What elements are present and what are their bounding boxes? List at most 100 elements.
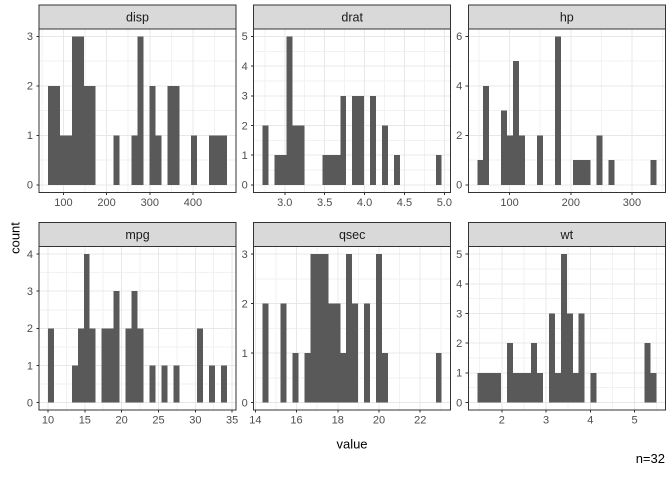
- histogram-bar: [149, 365, 156, 403]
- x-tick-label: 4.0: [357, 197, 372, 209]
- y-tick-label: 5: [242, 31, 248, 43]
- x-tick-label: 2: [499, 415, 505, 427]
- histogram-bar: [83, 85, 90, 185]
- histogram-bar: [310, 254, 317, 403]
- facet-disp: 100 200 300 400 0 1 2 3 disp: [27, 4, 237, 209]
- histogram-bar: [149, 85, 156, 185]
- y-tick-label: 2: [27, 81, 33, 93]
- y-tick-label: 3: [27, 286, 33, 298]
- facet-strip: [253, 4, 452, 30]
- histogram-bar: [572, 372, 579, 403]
- histogram-bar: [376, 254, 383, 403]
- histogram-bar: [584, 160, 591, 185]
- histogram-bar: [316, 254, 323, 403]
- y-tick-label: 0: [27, 397, 33, 409]
- x-tick-label: 4.5: [397, 197, 412, 209]
- histogram-bar: [221, 365, 228, 403]
- histogram-bar: [292, 353, 299, 403]
- histogram-bar: [370, 95, 377, 185]
- y-tick-label: 1: [242, 348, 248, 360]
- histogram-bar: [161, 365, 168, 403]
- histogram-bar: [53, 85, 60, 185]
- histogram-bar: [191, 135, 198, 185]
- x-tick-label: 3.0: [277, 197, 292, 209]
- y-tick-label: 2: [27, 323, 33, 335]
- x-axis-title: value: [336, 436, 368, 452]
- x-tick-label: 300: [623, 197, 641, 209]
- histogram-bar: [125, 328, 132, 403]
- histogram-bar: [155, 135, 162, 185]
- histogram-bar: [322, 155, 329, 185]
- histogram-bar: [131, 135, 138, 185]
- y-tick-label: 1: [27, 130, 33, 142]
- histogram-bar: [89, 328, 96, 403]
- histogram-bar: [507, 135, 514, 185]
- histogram-bar: [596, 135, 603, 185]
- histogram-bar: [292, 125, 299, 185]
- histogram-bar: [477, 160, 484, 185]
- histogram-bar: [107, 328, 114, 403]
- histogram-bar: [513, 372, 520, 403]
- x-tick-label: 22: [414, 415, 426, 427]
- histogram-bar: [262, 125, 269, 185]
- histogram-bar: [525, 372, 531, 403]
- histogram-bar: [554, 372, 561, 403]
- histogram-bar: [483, 372, 490, 403]
- y-tick-label: 0: [242, 180, 248, 192]
- histogram-bar: [352, 303, 359, 403]
- histogram-bar: [435, 353, 442, 403]
- histogram-bar: [113, 135, 120, 185]
- histogram-bar: [530, 343, 537, 403]
- histogram-bar: [221, 135, 228, 185]
- histogram-bar: [137, 328, 144, 403]
- y-tick-label: 0: [456, 397, 462, 409]
- facet-hp: 100 200 300 0 2 4 6 hp: [456, 4, 666, 209]
- histogram-bar: [507, 343, 514, 403]
- x-tick-label: 200: [97, 197, 115, 209]
- histogram-bar: [536, 135, 543, 185]
- x-tick-label: 35: [226, 415, 238, 427]
- histogram-bar: [77, 36, 84, 185]
- x-tick-label: 200: [562, 197, 580, 209]
- facet-strip: [38, 222, 237, 248]
- histogram-bar: [334, 303, 341, 403]
- histogram-bar: [322, 254, 329, 403]
- y-tick-label: 2: [242, 120, 248, 132]
- y-tick-label: 4: [242, 61, 248, 73]
- facet-strip-label: qsec: [339, 228, 365, 242]
- histogram-bar: [340, 95, 347, 185]
- histogram-bar: [47, 328, 54, 403]
- histogram-bar: [578, 160, 585, 185]
- histogram-bar: [352, 95, 359, 185]
- histogram-bar: [280, 155, 287, 185]
- x-tick-label: 18: [332, 415, 344, 427]
- histogram-bar: [644, 343, 651, 403]
- histogram-bar: [650, 160, 657, 185]
- facet-strip: [467, 4, 666, 30]
- histogram-bar: [346, 254, 353, 403]
- histogram-bar: [340, 353, 347, 403]
- y-tick-label: 4: [27, 249, 33, 261]
- facet-strip-label: hp: [560, 10, 574, 24]
- y-tick-label: 0: [456, 180, 462, 192]
- histogram-bar: [489, 372, 496, 403]
- y-tick-label: 2: [456, 130, 462, 142]
- histogram-bar: [113, 291, 120, 403]
- histogram-bar: [304, 353, 311, 403]
- histogram-bar: [536, 372, 543, 403]
- histogram-bar: [209, 365, 216, 403]
- x-tick-label: 4: [587, 415, 593, 427]
- y-tick-label: 1: [27, 360, 33, 372]
- histogram-bar: [495, 372, 502, 403]
- histogram-bar: [650, 372, 657, 403]
- x-tick-label: 30: [189, 415, 201, 427]
- histogram-bar: [519, 135, 526, 185]
- histogram-bar: [328, 155, 335, 185]
- histogram-bar: [393, 155, 400, 185]
- histogram-bar: [608, 160, 615, 185]
- histogram-bar: [358, 95, 365, 185]
- facet-mpg: 10 15 20 25 30 35 0 1 2 3 4 mpg: [27, 222, 238, 427]
- facet-qsec: 14 16 18 20 22 0 1 2 3 qsec: [242, 222, 452, 427]
- histogram-bar: [71, 365, 78, 403]
